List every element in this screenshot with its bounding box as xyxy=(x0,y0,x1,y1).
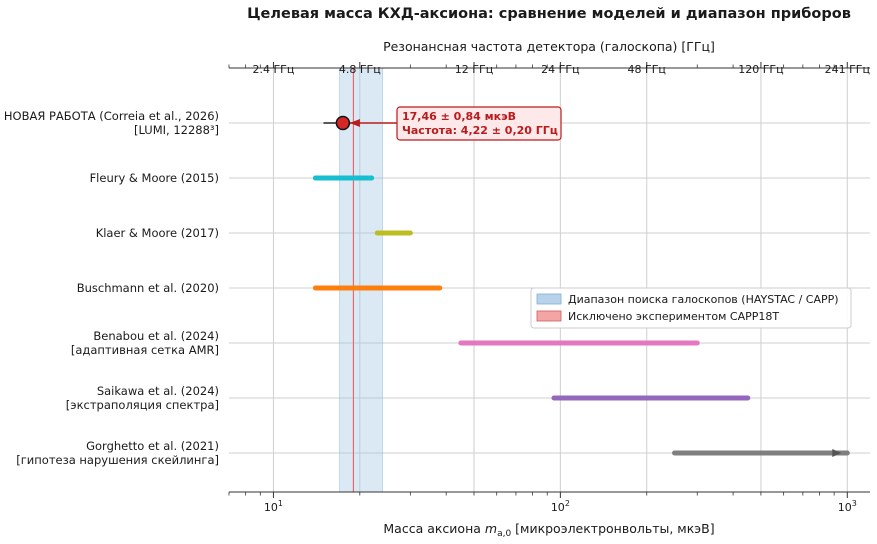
x-tick-base: 10 xyxy=(838,501,852,514)
model-label-line1: Gorghetto et al. (2021) xyxy=(86,439,219,453)
x-axis-label-var: m xyxy=(485,521,497,536)
annotation-line1: 17,46 ± 0,84 мкэВ xyxy=(402,110,516,123)
haloscope-band-rect xyxy=(339,67,383,493)
x-axis-label-suffix: [микроэлектронвольты, мкэВ] xyxy=(511,521,714,536)
x-tick-base: 10 xyxy=(551,501,565,514)
top-tick-label: 4.8 ГГц xyxy=(339,63,381,76)
x-tick-label: 102 xyxy=(551,499,570,514)
legend-label: Диапазон поиска галоскопов (HAYSTAC / CA… xyxy=(568,293,839,306)
x-tick-base: 10 xyxy=(264,501,278,514)
axes xyxy=(228,62,870,498)
legend: Диапазон поиска галоскопов (HAYSTAC / CA… xyxy=(530,287,852,329)
top-tick-labels: 2.4 ГГц 4.8 ГГц 12 ГГц 24 ГГц 48 ГГц 120 ГГц 2… xyxy=(252,63,869,76)
model-label-line1: Saikawa et al. (2024) xyxy=(97,384,219,398)
top-tick-label: 12 ГГц xyxy=(455,63,493,76)
new-work-point xyxy=(335,115,351,131)
model-label-line1: Benabou et al. (2024) xyxy=(93,329,219,343)
model-label-line1: НОВАЯ РАБОТА (Correia et al., 2026) xyxy=(4,109,219,123)
top-tick-label: 24 ГГц xyxy=(541,63,579,76)
x-tick-exponent: 1 xyxy=(278,499,283,508)
model-label-line2: [экстраполяция спектра] xyxy=(66,398,219,412)
annotation-arrowhead xyxy=(349,119,360,127)
x-tick-label: 101 xyxy=(264,499,283,514)
annotation-line2: Частота: 4,22 ± 0,20 ГГц xyxy=(402,124,558,137)
top-tick-label: 241 ГГц xyxy=(825,63,870,76)
top-axis-label: Резонансная частота детектора (галоскопа… xyxy=(383,39,715,54)
model-labels: НОВАЯ РАБОТА (Correia et al., 2026)[LUMI… xyxy=(4,109,219,467)
model-label-line2: [адаптивная сетка AMR] xyxy=(71,343,219,357)
legend-swatch xyxy=(536,293,562,305)
chart-title: Целевая масса КХД-аксиона: сравнение мод… xyxy=(247,6,851,22)
top-tick-label: 48 ГГц xyxy=(628,63,666,76)
top-tick-label: 2.4 ГГц xyxy=(252,63,294,76)
legend-swatch xyxy=(536,310,562,322)
range-arrow-icon xyxy=(832,449,842,457)
model-label: Klaer & Moore (2017) xyxy=(96,226,219,240)
top-tick-label: 120 ГГц xyxy=(738,63,783,76)
legend-box xyxy=(530,287,852,329)
haloscope-band xyxy=(339,67,383,493)
x-tick-labels: 101 102 103 xyxy=(264,499,857,514)
annotation-box xyxy=(396,106,562,141)
x-tick-label: 103 xyxy=(838,499,857,514)
x-tick-exponent: 2 xyxy=(565,499,570,508)
x-axis-label: Масса аксиона ma,0 [микроэлектронвольты,… xyxy=(383,521,714,539)
x-tick-exponent: 3 xyxy=(852,499,857,508)
legend-label: Исключено экспериментом CAPP18T xyxy=(568,310,779,323)
model-label-line2: [гипотеза нарушения скейлинга] xyxy=(16,453,219,467)
model-label: Buschmann et al. (2020) xyxy=(77,281,219,295)
x-axis-label-sub: a,0 xyxy=(497,529,511,539)
model-label: Fleury & Moore (2015) xyxy=(90,171,219,185)
x-axis-label-prefix: Масса аксиона xyxy=(383,521,484,536)
model-ranges xyxy=(312,115,850,457)
model-label-line2: [LUMI, 12288³] xyxy=(134,123,219,137)
